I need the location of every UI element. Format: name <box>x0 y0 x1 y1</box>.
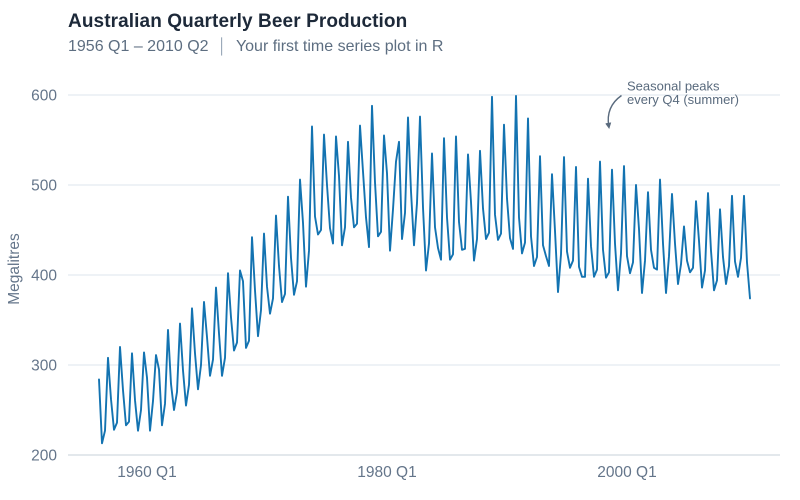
x-tick-label: 2000 Q1 <box>597 464 656 481</box>
annotation-arrow-icon <box>605 94 622 129</box>
x-tick-label: 1980 Q1 <box>357 464 416 481</box>
y-tick-label: 400 <box>31 268 57 285</box>
beer-production-line <box>98 94 751 445</box>
subtitle-separator: │ <box>217 38 227 55</box>
chart-subtitle: 1956 Q1 – 2010 Q2 │ Your first time series… <box>68 37 443 56</box>
y-tick-label: 500 <box>31 178 57 195</box>
annotation-text-line1: Seasonal peaks <box>627 79 720 94</box>
y-axis-title: Megalitres <box>6 233 23 305</box>
chart-header: Australian Quarterly Beer Production 195… <box>68 11 443 56</box>
y-tick-label: 200 <box>31 448 57 465</box>
x-tick-labels: 1960 Q1 1980 Q1 2000 Q1 <box>117 464 656 481</box>
subtitle-date-range: 1956 Q1 – 2010 Q2 <box>68 38 209 55</box>
x-tick-label: 1960 Q1 <box>117 464 176 481</box>
gridlines <box>68 94 780 456</box>
y-tick-label: 300 <box>31 358 57 375</box>
annotation-text-line2: every Q4 (summer) <box>627 92 739 107</box>
y-tick-labels: 200 300 400 500 600 <box>31 88 57 465</box>
subtitle-text: Your first time series plot in R <box>235 38 444 55</box>
chart-title: Australian Quarterly Beer Production <box>68 11 408 32</box>
annotation: Seasonal peaks every Q4 (summer) <box>605 79 739 129</box>
y-tick-label: 600 <box>31 88 57 105</box>
